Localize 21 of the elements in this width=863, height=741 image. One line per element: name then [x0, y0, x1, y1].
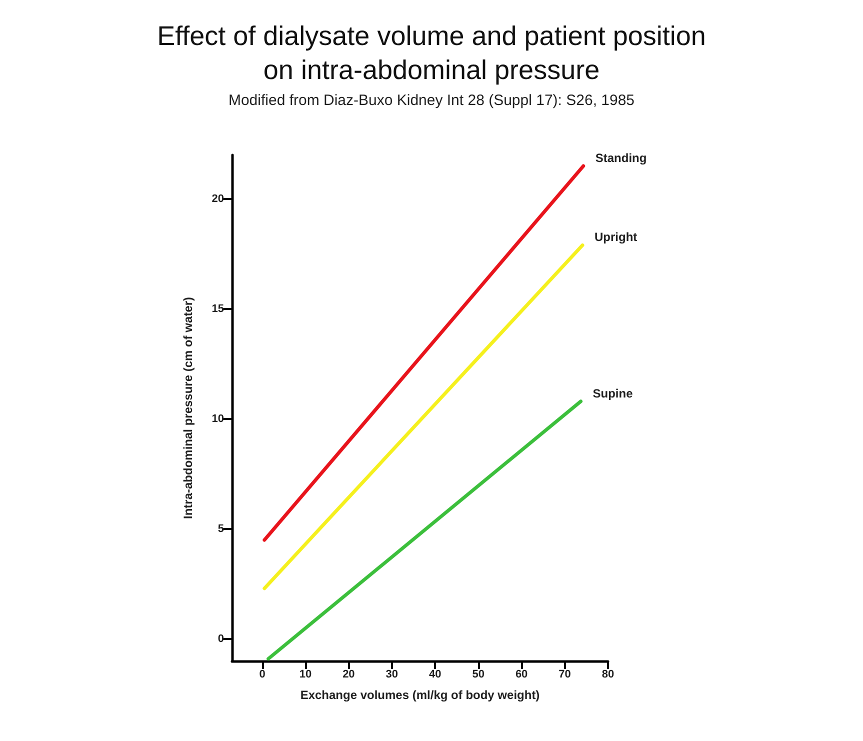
y-tick-label: 0: [218, 633, 224, 645]
x-tick-label: 10: [299, 668, 312, 680]
x-tick-label: 20: [342, 668, 355, 680]
x-tick-label: 60: [515, 668, 528, 680]
chart-subtitle: Modified from Diaz-Buxo Kidney Int 28 (Suppl 17): S26, 1985: [228, 92, 635, 109]
x-tick-label: 80: [602, 668, 614, 680]
y-tick-label: 5: [218, 523, 224, 535]
x-tick-label: 40: [429, 668, 442, 680]
x-tick-label: 70: [558, 668, 571, 680]
series-label: Upright: [594, 230, 638, 244]
y-tick-label: 15: [212, 303, 224, 315]
x-tick-label: 50: [472, 668, 484, 680]
y-tick-label: 20: [212, 193, 224, 205]
x-tick-label: 30: [386, 668, 398, 680]
chart-title: Effect of dialysate volume and patient position on intra-abdominal pressure: [157, 21, 706, 85]
y-axis-title: Intra-abdominal pressure (cm of water): [181, 296, 195, 520]
x-axis-title: Exchange volumes (ml/kg of body weight): [300, 688, 540, 702]
x-tick-label: 0: [259, 668, 266, 680]
series-label: Standing: [595, 151, 647, 165]
series-label: Supine: [592, 386, 634, 400]
y-tick-label: 10: [212, 413, 224, 425]
